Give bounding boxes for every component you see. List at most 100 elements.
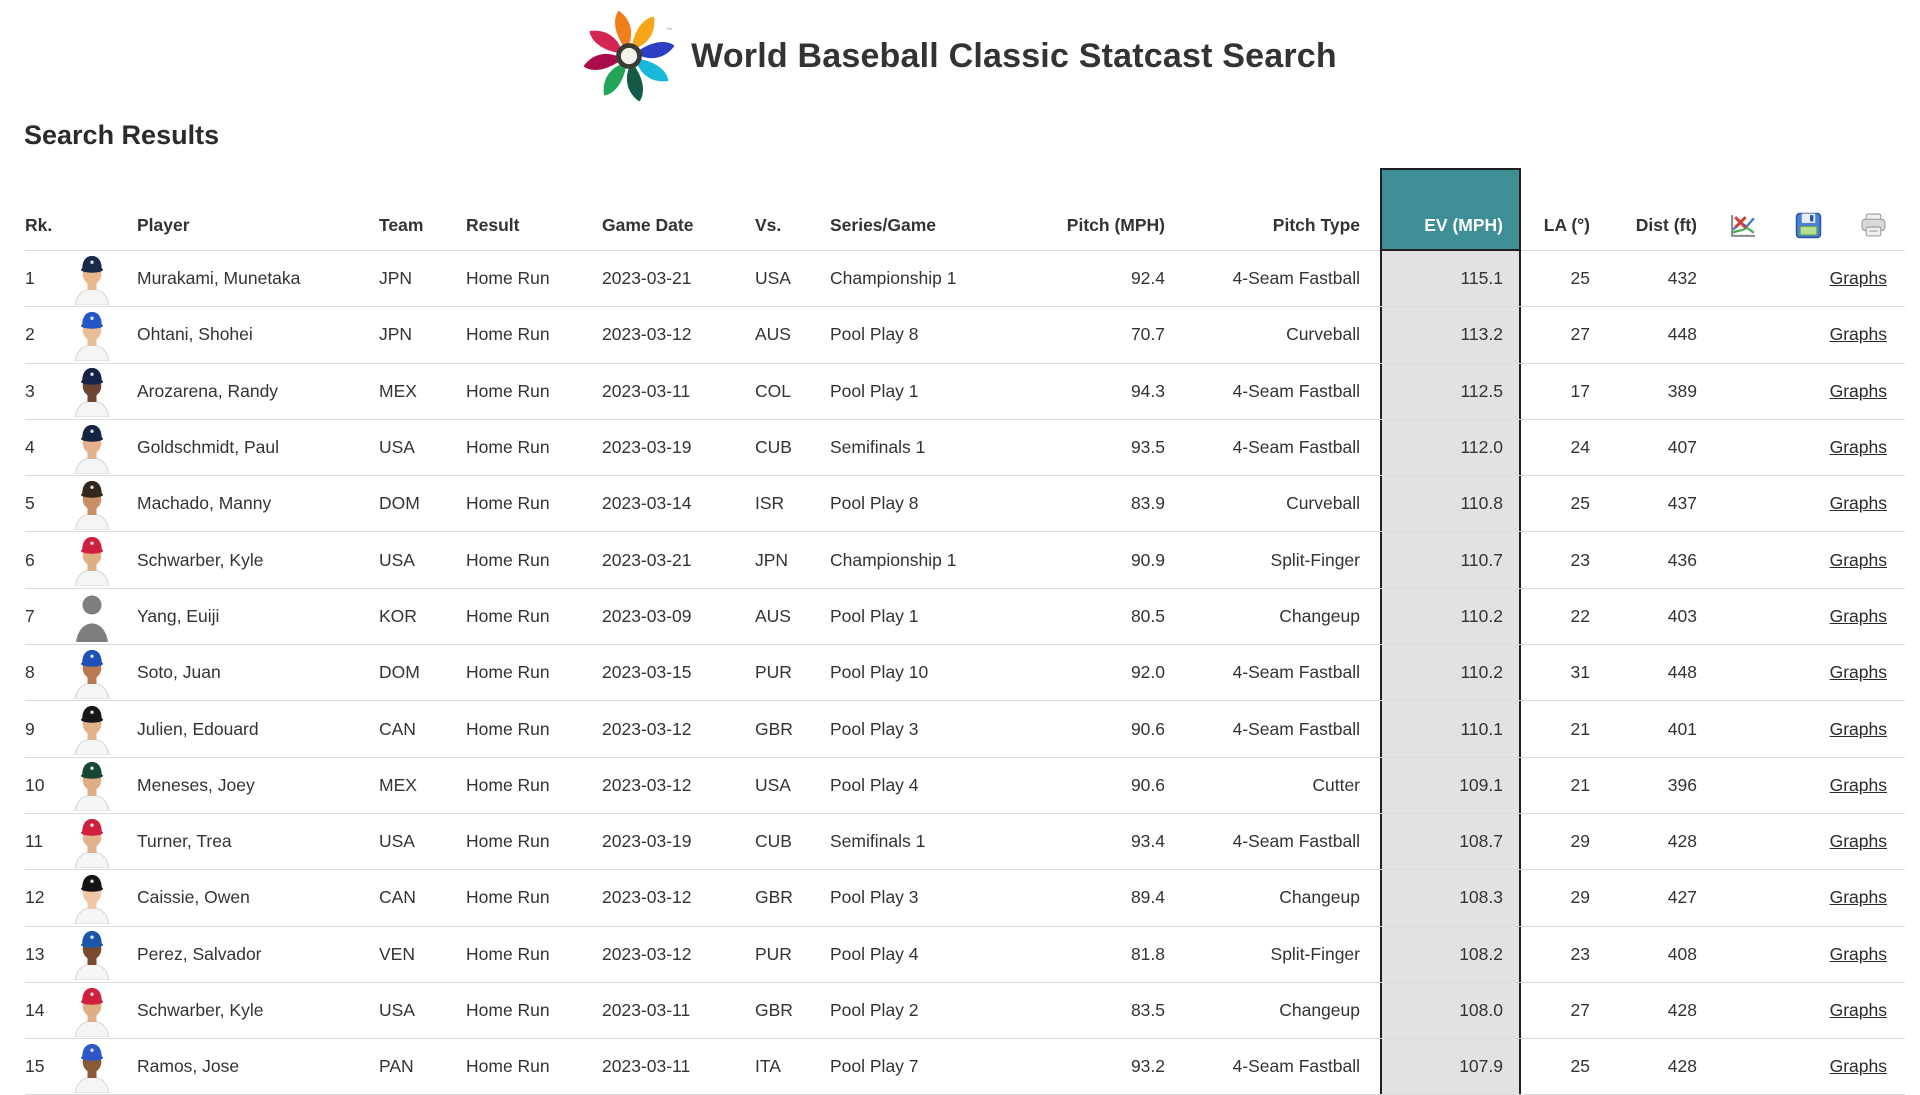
player-avatar-cell: [72, 758, 137, 813]
col-header-ev-mph[interactable]: EV (MPH): [1380, 168, 1521, 251]
vs-cell: AUS: [755, 324, 791, 345]
distance-cell: 407: [1667, 437, 1697, 458]
table-row: 5 Machado, Manny DOM Home Run 2023-03-14…: [25, 476, 1905, 533]
graphs-link[interactable]: Graphs: [1829, 1000, 1887, 1020]
graphs-link[interactable]: Graphs: [1829, 437, 1887, 458]
save-icon[interactable]: [1795, 212, 1822, 239]
col-header-player[interactable]: Player: [137, 214, 190, 235]
result-cell: Home Run: [466, 1000, 550, 1020]
pitch-type-cell: Curveball: [1286, 493, 1360, 514]
vs-cell: COL: [755, 380, 791, 401]
graphs-link[interactable]: Graphs: [1829, 831, 1887, 852]
rank-cell: 1: [25, 268, 35, 289]
graphs-link[interactable]: Graphs: [1829, 268, 1887, 289]
launch-angle-cell: 29: [1570, 887, 1590, 908]
series-game-cell: Pool Play 8: [830, 493, 919, 514]
game-date-cell: 2023-03-15: [602, 662, 692, 683]
chart-icon[interactable]: [1730, 213, 1757, 238]
ev-mph-cell: 110.2: [1380, 645, 1521, 701]
distance-cell: 432: [1667, 268, 1697, 289]
player-name-cell: Goldschmidt, Paul: [137, 437, 280, 458]
game-date-cell: 2023-03-12: [602, 718, 692, 739]
col-header-result[interactable]: Result: [466, 214, 520, 235]
pitch-type-cell: 4-Seam Fastball: [1232, 718, 1360, 739]
player-avatar: [72, 534, 112, 587]
launch-angle-cell: 23: [1570, 943, 1590, 964]
player-avatar: [72, 421, 112, 474]
launch-angle-cell: 17: [1570, 380, 1590, 401]
graphs-link[interactable]: Graphs: [1829, 1056, 1887, 1077]
player-avatar-cell: [72, 701, 137, 756]
rank-cell: 2: [25, 324, 35, 345]
launch-angle-cell: 27: [1570, 324, 1590, 345]
team-cell: MEX: [379, 774, 417, 795]
table-row: 12 Caissie, Owen CAN Home Run 2023-03-12…: [25, 870, 1905, 927]
team-cell: CAN: [379, 718, 416, 739]
graphs-link[interactable]: Graphs: [1829, 943, 1887, 964]
graphs-link[interactable]: Graphs: [1829, 774, 1887, 795]
result-cell: Home Run: [466, 774, 550, 795]
table-row: 1 Murakami, Munetaka JPN Home Run 2023-0…: [25, 251, 1905, 308]
series-game-cell: Pool Play 1: [830, 605, 919, 626]
distance-cell: 401: [1667, 718, 1697, 739]
player-name-cell: Schwarber, Kyle: [137, 1000, 264, 1020]
result-cell: Home Run: [466, 718, 550, 739]
table-row: 10 Meneses, Joey MEX Home Run 2023-03-12…: [25, 757, 1905, 814]
player-avatar-cell: [72, 532, 137, 587]
graphs-link[interactable]: Graphs: [1829, 718, 1887, 739]
table-row: 3 Arozarena, Randy MEX Home Run 2023-03-…: [25, 363, 1905, 420]
col-header-vs[interactable]: Vs.: [755, 214, 782, 235]
game-date-cell: 2023-03-11: [602, 1000, 691, 1020]
graphs-link[interactable]: Graphs: [1829, 887, 1887, 908]
team-cell: USA: [379, 437, 415, 458]
player-name-cell: Ramos, Jose: [137, 1056, 240, 1077]
ev-header-label: EV (MPH): [1424, 215, 1503, 235]
table-row: 6 Schwarber, Kyle USA Home Run 2023-03-2…: [25, 532, 1905, 589]
graphs-link[interactable]: Graphs: [1829, 380, 1887, 401]
game-date-cell: 2023-03-11: [602, 380, 691, 401]
ev-mph-cell: 112.0: [1380, 419, 1521, 476]
series-game-cell: Championship 1: [830, 268, 957, 289]
player-avatar: [72, 365, 112, 418]
player-avatar: [72, 1040, 112, 1093]
launch-angle-cell: 22: [1570, 605, 1590, 626]
distance-cell: 428: [1667, 831, 1697, 852]
col-header-team[interactable]: Team: [379, 214, 424, 235]
graphs-link[interactable]: Graphs: [1829, 324, 1887, 345]
distance-cell: 408: [1667, 943, 1697, 964]
graphs-link[interactable]: Graphs: [1829, 662, 1887, 683]
vs-cell: PUR: [755, 943, 792, 964]
result-cell: Home Run: [466, 493, 550, 514]
game-date-cell: 2023-03-12: [602, 324, 692, 345]
graphs-link[interactable]: Graphs: [1829, 493, 1887, 514]
ev-mph-cell: 112.5: [1380, 363, 1521, 419]
col-header-game-date[interactable]: Game Date: [602, 214, 694, 235]
col-header-distance[interactable]: Dist (ft): [1635, 214, 1697, 235]
pitch-mph-cell: 89.4: [1130, 887, 1165, 908]
series-game-cell: Pool Play 7: [830, 1056, 919, 1077]
pitch-type-cell: 4-Seam Fastball: [1232, 437, 1360, 458]
col-header-series-game[interactable]: Series/Game: [830, 214, 937, 235]
vs-cell: ITA: [755, 1056, 781, 1077]
player-avatar: [72, 703, 112, 756]
page-header: ™ World Baseball Classic Statcast Search: [0, 0, 1920, 106]
col-header-launch-angle[interactable]: LA (°): [1543, 214, 1590, 235]
result-cell: Home Run: [466, 887, 550, 908]
col-header-rank[interactable]: Rk.: [25, 214, 53, 235]
graphs-link[interactable]: Graphs: [1829, 549, 1887, 570]
team-cell: CAN: [379, 887, 416, 908]
rank-cell: 8: [25, 662, 35, 683]
col-header-pitch-mph[interactable]: Pitch (MPH): [1066, 214, 1165, 235]
distance-cell: 448: [1667, 324, 1697, 345]
rank-cell: 15: [25, 1056, 45, 1077]
graphs-link[interactable]: Graphs: [1829, 605, 1887, 626]
player-avatar-cell: [72, 645, 137, 700]
player-avatar-cell: [72, 420, 137, 475]
series-game-cell: Championship 1: [830, 549, 957, 570]
print-icon[interactable]: [1860, 213, 1887, 238]
vs-cell: GBR: [755, 718, 793, 739]
rank-cell: 4: [25, 437, 35, 458]
vs-cell: CUB: [755, 831, 792, 852]
col-header-pitch-type[interactable]: Pitch Type: [1272, 214, 1360, 235]
player-avatar: [72, 984, 112, 1037]
